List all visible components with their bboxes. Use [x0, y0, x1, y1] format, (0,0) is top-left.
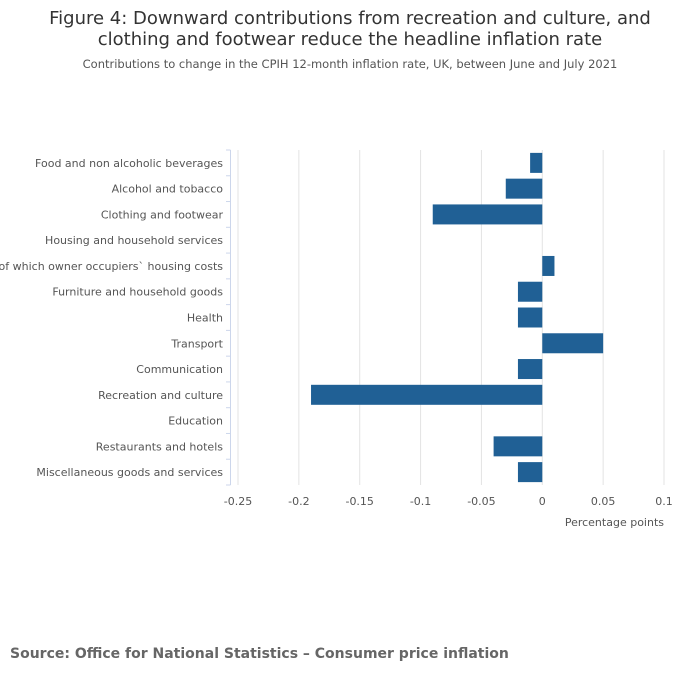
bar	[517, 462, 543, 483]
y-category-label: Recreation and culture	[98, 389, 223, 402]
y-category-label: Health	[187, 312, 223, 325]
y-category-label: Clothing and footwear	[101, 208, 224, 221]
x-tick-label: 0	[539, 495, 546, 508]
bar	[517, 281, 543, 302]
y-category-label: Restaurants and hotels	[96, 440, 223, 453]
y-category-label: Furniture and household goods	[52, 286, 223, 299]
x-tick-label: 0.1	[655, 495, 673, 508]
bar	[432, 204, 543, 225]
chart-subtitle: Contributions to change in the CPIH 12-m…	[82, 57, 618, 71]
bar	[311, 384, 543, 405]
bar	[542, 333, 604, 354]
bar	[517, 359, 543, 380]
x-tick-label: -0.15	[345, 495, 373, 508]
y-category-label: Alcohol and tobacco	[112, 183, 224, 196]
bar	[493, 436, 543, 457]
y-category-label: Miscellaneous goods and services	[36, 466, 223, 479]
x-axis-title: Percentage points	[565, 516, 664, 529]
chart-title-line-2: clothing and footwear reduce the headlin…	[97, 29, 603, 50]
source-note: Source: Office for National Statistics –…	[10, 646, 509, 662]
bar	[505, 178, 543, 199]
x-tick-label: -0.05	[467, 495, 495, 508]
x-tick-label: -0.25	[224, 495, 252, 508]
x-tick-label: -0.1	[410, 495, 431, 508]
chart-title-line-1: Figure 4: Downward contributions from re…	[49, 8, 651, 29]
x-tick-label: 0.05	[591, 495, 616, 508]
y-category-label: Education	[168, 415, 223, 428]
bar	[542, 255, 555, 276]
y-category-label: Housing and household services	[45, 234, 223, 247]
y-category-label: of which owner occupiers` housing costs	[0, 260, 223, 273]
y-category-label: Communication	[136, 363, 223, 376]
y-category-label: Food and non alcoholic beverages	[35, 157, 223, 170]
y-category-label: Transport	[170, 337, 223, 350]
bar	[530, 152, 543, 173]
x-tick-label: -0.2	[288, 495, 309, 508]
bar	[517, 307, 543, 328]
